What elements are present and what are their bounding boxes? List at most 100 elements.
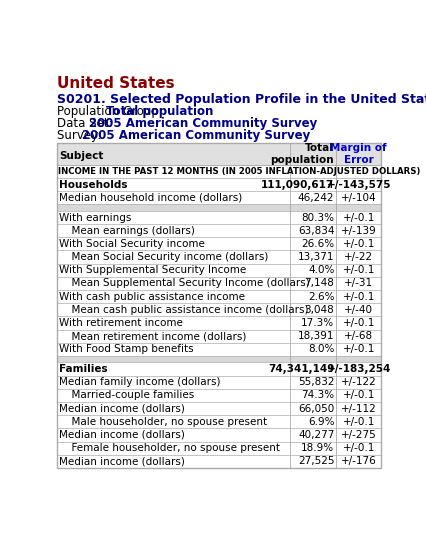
Text: 66,050: 66,050 [297, 404, 334, 413]
Text: +/-176: +/-176 [340, 457, 376, 466]
Bar [57, 165, 380, 178]
Bar [57, 356, 380, 363]
Text: 2.6%: 2.6% [307, 291, 334, 301]
Text: S0201. Selected Population Profile in the United States: S0201. Selected Population Profile in th… [57, 93, 426, 105]
Text: +/-0.1: +/-0.1 [342, 318, 374, 328]
Text: Female householder, no spouse present: Female householder, no spouse present [64, 443, 279, 453]
Text: United States: United States [57, 76, 174, 91]
Bar [57, 264, 380, 277]
Text: With Social Security income: With Social Security income [58, 239, 204, 249]
Bar [57, 178, 380, 191]
Text: Total
population: Total population [269, 142, 333, 165]
Bar [57, 330, 380, 343]
Bar [57, 343, 380, 356]
Text: +/-112: +/-112 [340, 404, 376, 413]
Text: Mean earnings (dollars): Mean earnings (dollars) [64, 226, 194, 236]
Text: Median income (dollars): Median income (dollars) [58, 457, 184, 466]
Text: +/-275: +/-275 [340, 430, 376, 440]
Text: +/-22: +/-22 [343, 252, 372, 262]
Text: 40,277: 40,277 [297, 430, 334, 440]
Bar [57, 402, 380, 415]
Text: Median household income (dollars): Median household income (dollars) [58, 193, 242, 203]
Bar [57, 237, 380, 251]
Text: 4.0%: 4.0% [307, 266, 334, 275]
Text: Families: Families [58, 364, 107, 374]
Text: Mean retirement income (dollars): Mean retirement income (dollars) [64, 331, 245, 341]
Text: With cash public assistance income: With cash public assistance income [58, 291, 244, 301]
Bar [57, 204, 380, 211]
Text: +/-143,575: +/-143,575 [325, 179, 390, 190]
Text: +/-0.1: +/-0.1 [342, 417, 374, 427]
Bar [57, 303, 380, 316]
Bar [57, 363, 380, 376]
Text: Total population: Total population [105, 105, 213, 118]
Text: 74.3%: 74.3% [300, 390, 334, 400]
Text: 80.3%: 80.3% [301, 213, 334, 222]
Bar [57, 143, 380, 468]
Bar [57, 389, 380, 402]
Text: 17.3%: 17.3% [300, 318, 334, 328]
Text: +/-68: +/-68 [343, 331, 372, 341]
Text: Households: Households [58, 179, 127, 190]
Text: Median income (dollars): Median income (dollars) [58, 404, 184, 413]
Text: 7,148: 7,148 [304, 278, 334, 289]
Text: +/-0.1: +/-0.1 [342, 390, 374, 400]
Text: +/-0.1: +/-0.1 [342, 239, 374, 249]
Bar [57, 211, 380, 224]
Text: Population Group:: Population Group: [57, 105, 166, 118]
Bar [57, 415, 380, 428]
Bar [57, 442, 380, 455]
Text: Survey:: Survey: [57, 129, 104, 142]
Text: With retirement income: With retirement income [58, 318, 182, 328]
Text: Married-couple families: Married-couple families [64, 390, 193, 400]
Text: Data Set:: Data Set: [57, 117, 116, 130]
Text: 74,341,149: 74,341,149 [268, 364, 334, 374]
Text: 18.9%: 18.9% [300, 443, 334, 453]
Text: +/-40: +/-40 [343, 305, 372, 315]
Text: Margin of
Error: Margin of Error [330, 142, 386, 165]
Text: Median family income (dollars): Median family income (dollars) [58, 377, 220, 388]
Bar [57, 290, 380, 303]
Bar [57, 191, 380, 204]
Bar [57, 455, 380, 468]
Bar [57, 376, 380, 389]
Text: +/-0.1: +/-0.1 [342, 266, 374, 275]
Text: +/-0.1: +/-0.1 [342, 213, 374, 222]
Text: Mean Social Security income (dollars): Mean Social Security income (dollars) [64, 252, 268, 262]
Bar [57, 316, 380, 330]
Text: 2005 American Community Survey: 2005 American Community Survey [89, 117, 317, 130]
Bar [57, 428, 380, 442]
Text: +/-0.1: +/-0.1 [342, 344, 374, 354]
Text: +/-122: +/-122 [340, 377, 376, 388]
Text: 3,048: 3,048 [304, 305, 334, 315]
Text: With Food Stamp benefits: With Food Stamp benefits [58, 344, 193, 354]
Text: 46,242: 46,242 [297, 193, 334, 203]
Text: 27,525: 27,525 [297, 457, 334, 466]
Text: INCOME IN THE PAST 12 MONTHS (IN 2005 INFLATION-ADJUSTED DOLLARS): INCOME IN THE PAST 12 MONTHS (IN 2005 IN… [58, 167, 420, 176]
Text: With Supplemental Security Income: With Supplemental Security Income [58, 266, 245, 275]
Bar [57, 251, 380, 264]
Text: +/-0.1: +/-0.1 [342, 291, 374, 301]
Text: +/-31: +/-31 [343, 278, 372, 289]
Text: With earnings: With earnings [58, 213, 131, 222]
Text: Male householder, no spouse present: Male householder, no spouse present [64, 417, 266, 427]
Bar [57, 143, 380, 165]
Bar [57, 277, 380, 290]
Text: Mean Supplemental Security Income (dollars): Mean Supplemental Security Income (dolla… [64, 278, 309, 289]
Text: Mean cash public assistance income (dollars): Mean cash public assistance income (doll… [64, 305, 308, 315]
Text: +/-183,254: +/-183,254 [326, 364, 390, 374]
Text: 111,090,617: 111,090,617 [260, 179, 334, 190]
Text: 55,832: 55,832 [297, 377, 334, 388]
Bar [57, 224, 380, 237]
Text: +/-104: +/-104 [340, 193, 376, 203]
Text: 18,391: 18,391 [297, 331, 334, 341]
Text: 26.6%: 26.6% [300, 239, 334, 249]
Text: 8.0%: 8.0% [307, 344, 334, 354]
Text: 2005 American Community Survey: 2005 American Community Survey [82, 129, 309, 142]
Text: Median income (dollars): Median income (dollars) [58, 430, 184, 440]
Text: 63,834: 63,834 [297, 226, 334, 236]
Text: +/-0.1: +/-0.1 [342, 443, 374, 453]
Text: 6.9%: 6.9% [307, 417, 334, 427]
Text: 13,371: 13,371 [297, 252, 334, 262]
Text: +/-139: +/-139 [340, 226, 376, 236]
